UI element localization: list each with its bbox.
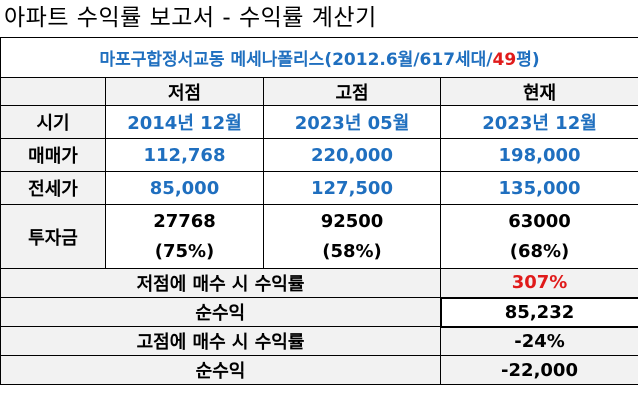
apartment-subtitle: 마포구합정서교동 메세나폴리스(2012.6월/617세대/49평) <box>0 37 638 78</box>
low-profit-row: 순수익 85,232 <box>0 296 638 328</box>
low-yield-value: 307% <box>439 268 638 298</box>
investment-high-amount: 92500 <box>320 210 384 232</box>
high-profit-label: 순수익 <box>0 355 441 385</box>
header-low: 저점 <box>105 77 264 106</box>
investment-low: 27768 (75%) <box>105 204 264 269</box>
high-profit-row: 순수익 -22,000 <box>0 355 638 385</box>
investment-current-pct: (68%) <box>509 240 570 262</box>
high-profit-value: -22,000 <box>439 355 638 385</box>
investment-high: 92500 (58%) <box>263 204 441 269</box>
header-corner <box>0 77 106 106</box>
jeonse-price-current: 135,000 <box>439 171 638 205</box>
sale-price-low: 112,768 <box>105 138 264 172</box>
high-yield-value: -24% <box>439 326 638 356</box>
yield-table: 마포구합정서교동 메세나폴리스(2012.6월/617세대/49평) 저점 고점… <box>0 37 638 385</box>
header-current: 현재 <box>439 77 638 106</box>
high-yield-label: 고점에 매수 시 수익률 <box>0 326 441 356</box>
jeonse-price-row: 전세가 85,000 127,500 135,000 <box>0 171 638 205</box>
row-label-period: 시기 <box>0 105 106 139</box>
subtitle-row: 마포구합정서교동 메세나폴리스(2012.6월/617세대/49평) <box>0 37 638 78</box>
subtitle-suffix: 평) <box>516 50 540 70</box>
investment-row: 투자금 27768 (75%) 92500 (58%) 63000 (68%) <box>0 204 638 269</box>
row-label-sale-price: 매매가 <box>0 138 106 172</box>
high-yield-row: 고점에 매수 시 수익률 -24% <box>0 326 638 356</box>
row-label-investment: 투자금 <box>0 204 106 269</box>
period-current: 2023년 12월 <box>439 105 638 139</box>
row-label-jeonse-price: 전세가 <box>0 171 106 205</box>
sale-price-current: 198,000 <box>439 138 638 172</box>
period-low: 2014년 12월 <box>105 105 264 139</box>
period-row: 시기 2014년 12월 2023년 05월 2023년 12월 <box>0 105 638 139</box>
period-high: 2023년 05월 <box>263 105 441 139</box>
investment-current-amount: 63000 <box>508 210 571 232</box>
header-high: 고점 <box>263 77 441 106</box>
low-profit-label: 순수익 <box>0 297 441 327</box>
low-yield-label: 저점에 매수 시 수익률 <box>0 268 441 298</box>
subtitle-highlight: 49 <box>492 50 517 70</box>
investment-high-pct: (58%) <box>322 240 382 262</box>
jeonse-price-low: 85,000 <box>105 171 264 205</box>
investment-current: 63000 (68%) <box>439 204 638 269</box>
header-row: 저점 고점 현재 <box>0 77 638 106</box>
low-profit-value: 85,232 <box>439 296 638 328</box>
low-yield-row: 저점에 매수 시 수익률 307% <box>0 268 638 298</box>
investment-low-pct: (75%) <box>154 240 215 262</box>
sale-price-high: 220,000 <box>263 138 441 172</box>
investment-low-amount: 27768 <box>153 210 216 232</box>
sale-price-row: 매매가 112,768 220,000 198,000 <box>0 138 638 172</box>
jeonse-price-high: 127,500 <box>263 171 441 205</box>
report-title: 아파트 수익률 보고서 - 수익률 계산기 <box>4 5 377 31</box>
subtitle-prefix: 마포구합정서교동 메세나폴리스(2012.6월/617세대/ <box>99 50 493 70</box>
